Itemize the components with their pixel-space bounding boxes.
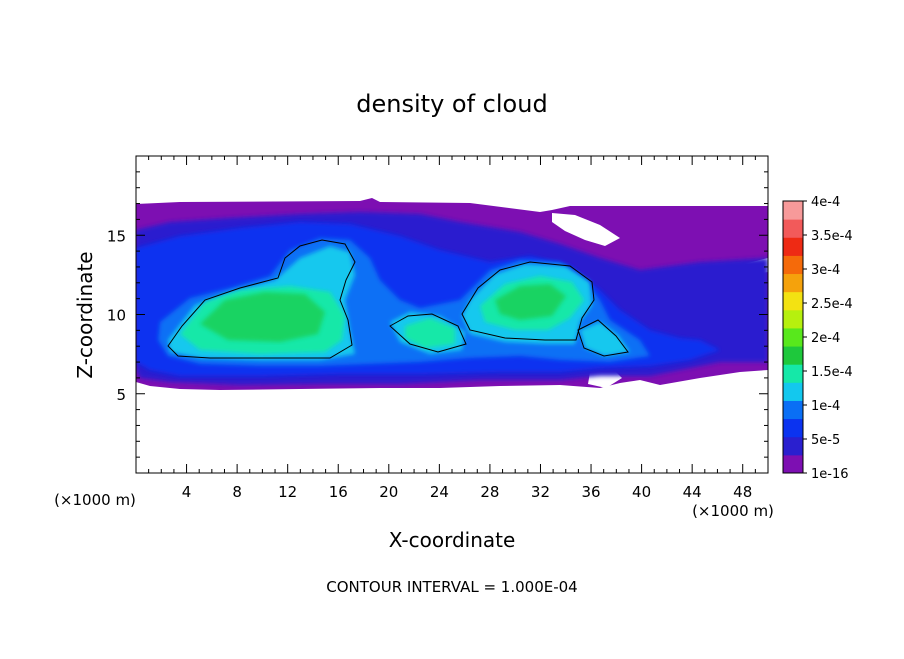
colorbar-swatch <box>783 327 803 347</box>
colorbar-label: 5e-5 <box>811 433 840 448</box>
x-tick-label: 48 <box>733 483 752 501</box>
colorbar-label: 2e-4 <box>811 331 840 346</box>
colorbar-label: 1.5e-4 <box>811 365 853 380</box>
colorbar: 1e-16 5e-5 1e-4 1.5e-4 2e-4 2.5e-4 3e-4 3.5e-4 4… <box>782 195 853 482</box>
cloud-field <box>136 198 768 390</box>
x-tick-label: 44 <box>683 483 702 501</box>
x-unit-left: (×1000 m) <box>54 491 136 509</box>
colorbar-swatch <box>783 291 803 311</box>
contour-lines <box>167 239 629 359</box>
y-tick-label: 5 <box>116 386 126 404</box>
colorbar-label: 4e-4 <box>811 195 840 210</box>
colorbar-swatch <box>783 273 803 293</box>
contour-line <box>461 261 595 341</box>
x-tick-label: 16 <box>329 483 348 501</box>
contour-interval-note: CONTOUR INTERVAL = 1.000E-04 <box>326 578 577 596</box>
contour-line <box>577 319 629 357</box>
x-tick-label: 20 <box>379 483 398 501</box>
colorbar-swatch <box>783 364 803 383</box>
contour-line <box>389 313 467 353</box>
x-axis-label: X-coordinate <box>389 528 516 552</box>
colorbar-swatch <box>783 309 803 329</box>
colorbar-label: 3e-4 <box>811 263 840 278</box>
x-tick-label: 24 <box>430 483 449 501</box>
x-tick-label: 28 <box>480 483 499 501</box>
colorbar-swatch <box>783 346 803 365</box>
cloud-gap <box>552 213 620 246</box>
x-tick-label: 8 <box>232 483 242 501</box>
colorbar-label: 2.5e-4 <box>811 297 853 312</box>
colorbar-swatch <box>783 400 803 420</box>
x-tick-label: 4 <box>182 483 192 501</box>
colorbar-label: 3.5e-4 <box>811 229 853 244</box>
colorbar-swatch <box>783 454 803 474</box>
colorbar-swatch <box>783 382 803 401</box>
colorbar-swatch <box>783 201 803 220</box>
cloud-level-6 <box>200 284 566 342</box>
y-tick-label: 10 <box>107 307 126 325</box>
contour-line <box>167 239 356 359</box>
x-unit-right: (×1000 m) <box>692 502 774 520</box>
colorbar-swatch <box>783 255 803 275</box>
x-tick-label: 12 <box>278 483 297 501</box>
y-tick-label: 15 <box>107 227 126 245</box>
colorbar-swatch <box>783 237 803 256</box>
colorbar-swatch <box>783 418 803 438</box>
x-tick-label: 36 <box>581 483 600 501</box>
y-axis-label: Z-coordinate <box>73 251 97 378</box>
colorbar-swatch <box>783 219 803 238</box>
chart-title: density of cloud <box>356 90 547 118</box>
x-tick-label: 32 <box>531 483 550 501</box>
colorbar-swatch <box>783 436 803 456</box>
colorbar-label: 1e-16 <box>811 467 849 482</box>
x-tick-label: 40 <box>632 483 651 501</box>
colorbar-label: 1e-4 <box>811 399 840 414</box>
